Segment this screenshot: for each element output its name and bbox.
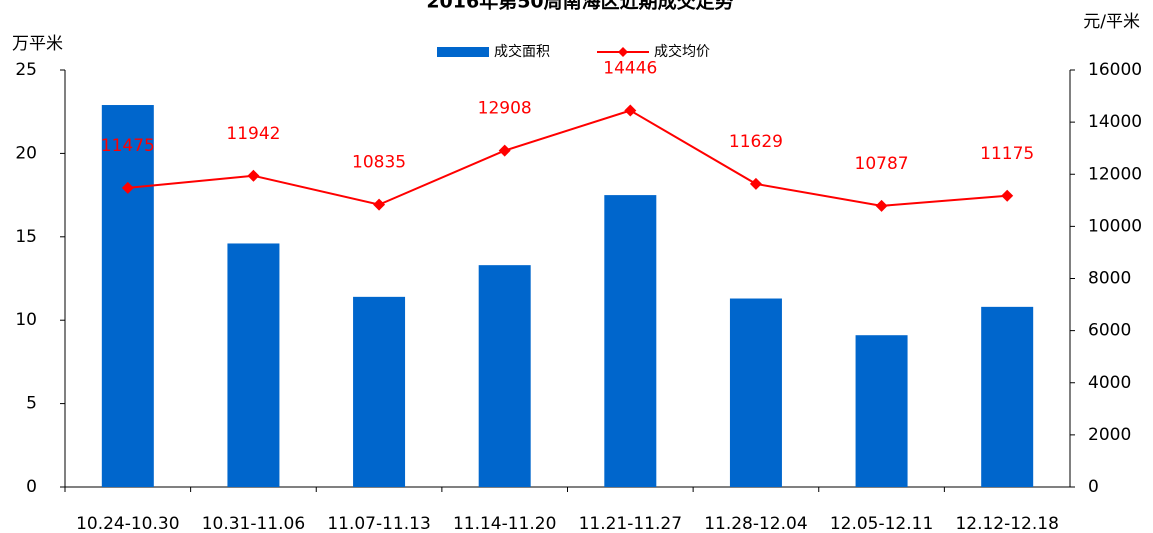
x-tick-label: 10.24-10.30: [76, 514, 179, 533]
data-label: 11629: [729, 132, 783, 152]
data-label: 12908: [478, 99, 532, 119]
x-tick-label: 11.28-12.04: [704, 514, 807, 533]
y2-tick-label: 4000: [1088, 373, 1131, 393]
marker: [498, 144, 511, 157]
bar: [981, 306, 1034, 487]
chart-title: 2016年第50周南海区近期成交走势: [426, 0, 733, 13]
line: [127, 109, 1008, 207]
y-axis-label: 万平米: [12, 34, 63, 54]
legend-swatch: [437, 47, 489, 57]
bar: [101, 105, 154, 487]
y-tick-label: 20: [15, 143, 37, 163]
y2-tick-label: 16000: [1088, 60, 1142, 80]
legend-label: 成交均价: [654, 43, 710, 60]
y-tick-label: 10: [15, 310, 37, 330]
data-label: 10835: [352, 153, 406, 173]
marker: [875, 199, 888, 212]
y2-tick-label: 2000: [1088, 425, 1131, 445]
bar: [227, 243, 280, 487]
bar: [353, 296, 406, 487]
data-label: 10787: [855, 154, 909, 174]
y2-tick-label: 8000: [1088, 269, 1131, 289]
marker: [1001, 189, 1014, 202]
y-tick-label: 15: [15, 227, 37, 247]
x-tick-label: 11.07-11.13: [327, 514, 430, 533]
marker: [121, 181, 134, 194]
legend-marker: [618, 47, 628, 57]
bar: [478, 265, 531, 487]
y2-tick-label: 14000: [1088, 112, 1142, 132]
data-label: 11475: [101, 136, 155, 156]
y2-tick-label: 6000: [1088, 321, 1131, 341]
x-tick-label: 10.31-11.06: [202, 514, 305, 533]
x-tick-label: 12.05-12.11: [830, 514, 933, 533]
y-tick-label: 0: [26, 477, 37, 497]
bar: [604, 195, 657, 487]
marker: [624, 104, 637, 117]
marker: [247, 169, 260, 182]
y2-tick-label: 0: [1088, 477, 1099, 497]
data-label: 11175: [980, 144, 1034, 164]
legend-label: 成交面积: [494, 43, 550, 60]
y2-axis-label: 元/平米: [1083, 12, 1140, 32]
marker: [373, 198, 386, 211]
x-tick-label: 11.21-11.27: [579, 514, 682, 533]
y2-tick-label: 12000: [1088, 164, 1142, 184]
y2-tick-label: 10000: [1088, 216, 1142, 236]
bar: [855, 335, 908, 487]
y-tick-label: 25: [15, 60, 37, 80]
data-label: 14446: [603, 59, 657, 79]
marker: [749, 177, 762, 190]
data-label: 11942: [226, 124, 280, 144]
x-tick-label: 11.14-11.20: [453, 514, 556, 533]
y-tick-label: 5: [26, 394, 37, 414]
x-tick-label: 12.12-12.18: [955, 514, 1058, 533]
bar: [729, 298, 782, 487]
